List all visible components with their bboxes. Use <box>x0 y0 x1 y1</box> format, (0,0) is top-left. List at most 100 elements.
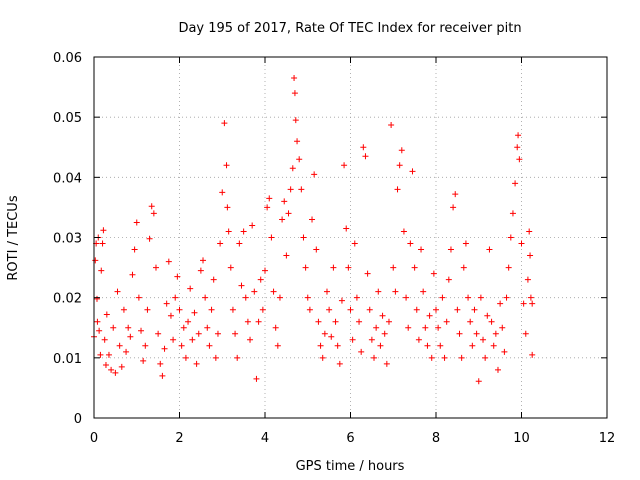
data-point <box>255 318 262 325</box>
data-point <box>92 257 99 264</box>
data-point <box>514 144 521 151</box>
data-point <box>93 295 100 302</box>
data-point <box>360 144 367 151</box>
data-point <box>206 342 213 349</box>
data-point <box>336 360 343 367</box>
data-point <box>249 222 256 229</box>
data-point <box>100 227 107 234</box>
data-point <box>185 318 192 325</box>
data-point <box>182 354 189 361</box>
data-point <box>383 360 390 367</box>
data-point <box>351 240 358 247</box>
data-point <box>311 171 318 178</box>
data-point <box>270 288 277 295</box>
data-point <box>503 294 510 301</box>
data-point <box>257 276 264 283</box>
data-point <box>390 264 397 271</box>
data-point <box>484 312 491 319</box>
data-point <box>150 210 157 217</box>
data-point <box>202 294 209 301</box>
data-point <box>176 306 183 313</box>
chart-title: Day 195 of 2017, Rate Of TEC Index for r… <box>178 21 521 36</box>
data-point <box>424 342 431 349</box>
data-point <box>306 306 313 313</box>
data-point <box>127 333 134 340</box>
data-point <box>225 228 232 235</box>
data-point <box>251 288 258 295</box>
data-point <box>368 336 375 343</box>
data-point <box>238 282 245 289</box>
data-point <box>283 252 290 259</box>
data-point <box>430 270 437 277</box>
data-point <box>441 354 448 361</box>
data-point <box>507 234 514 241</box>
data-point <box>191 309 198 316</box>
data-point <box>405 324 412 331</box>
data-point <box>497 300 504 307</box>
y-tick-label: 0.03 <box>53 232 82 247</box>
y-tick-label: 0 <box>74 412 82 427</box>
data-point <box>462 240 469 247</box>
data-point <box>433 306 439 313</box>
data-point <box>334 342 341 349</box>
y-tick-label: 0.01 <box>53 352 82 367</box>
data-point <box>291 90 298 97</box>
data-point <box>524 276 531 283</box>
data-point <box>396 162 403 169</box>
data-point <box>358 348 365 355</box>
data-point <box>125 324 132 331</box>
data-point <box>102 362 109 369</box>
data-point <box>138 327 145 334</box>
data-point <box>195 330 202 337</box>
data-point <box>114 288 121 295</box>
data-point <box>452 191 459 198</box>
data-point <box>403 294 410 301</box>
data-point <box>266 195 273 202</box>
data-point <box>467 318 474 325</box>
data-point <box>362 153 369 160</box>
data-point <box>227 264 234 271</box>
data-point <box>242 294 249 301</box>
data-point <box>105 351 112 358</box>
data-point <box>264 204 271 211</box>
x-tick-label: 0 <box>90 431 98 446</box>
data-point <box>99 240 106 247</box>
data-point <box>309 216 316 223</box>
data-points <box>91 75 536 385</box>
data-point <box>200 257 207 264</box>
data-point <box>515 132 522 139</box>
data-point <box>221 120 228 127</box>
data-point <box>232 330 239 337</box>
data-point <box>473 330 480 337</box>
data-point <box>415 336 422 343</box>
data-point <box>116 342 123 349</box>
data-point <box>112 369 119 376</box>
data-point <box>210 276 217 283</box>
data-point <box>422 324 429 331</box>
x-tick-label: 2 <box>175 431 183 446</box>
data-point <box>375 288 382 295</box>
data-point <box>321 330 328 337</box>
data-point <box>165 258 172 265</box>
data-point <box>274 342 281 349</box>
data-point <box>332 318 339 325</box>
data-point <box>341 162 348 169</box>
data-point <box>262 267 268 274</box>
data-point <box>349 336 356 343</box>
data-point <box>161 345 168 352</box>
data-point <box>527 252 534 259</box>
data-point <box>294 138 301 145</box>
data-point <box>292 117 299 124</box>
data-point <box>155 330 162 337</box>
data-point <box>518 240 525 247</box>
data-point <box>285 210 292 217</box>
x-tick-label: 8 <box>432 431 440 446</box>
data-point <box>420 288 427 295</box>
data-point <box>178 342 185 349</box>
data-point <box>323 288 330 295</box>
data-point <box>101 336 108 343</box>
data-point <box>520 300 527 307</box>
data-point <box>330 264 337 271</box>
data-point <box>388 121 395 128</box>
data-point <box>172 294 179 301</box>
